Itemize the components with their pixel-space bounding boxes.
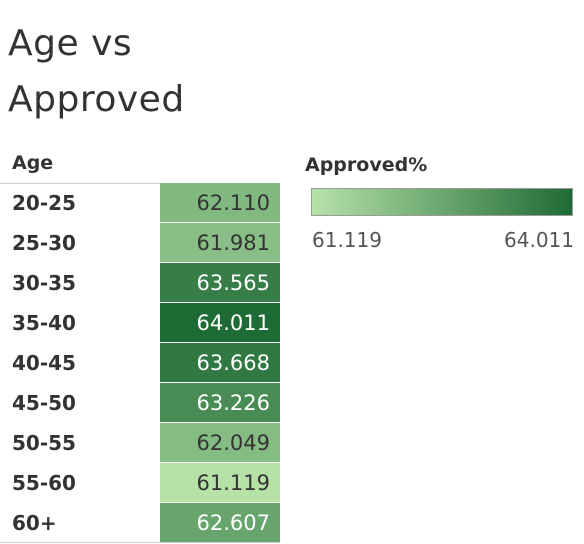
header-divider xyxy=(0,183,280,184)
age-column-header: Age xyxy=(12,152,54,174)
legend-min-label: 61.119 xyxy=(312,228,382,252)
chart-title-line-1: Age vs xyxy=(8,23,133,64)
heatmap-cell: 61.981 xyxy=(160,223,280,263)
age-bucket-label: 55-60 xyxy=(12,471,76,495)
age-bucket-label: 40-45 xyxy=(12,351,76,375)
heatmap-cell: 61.119 xyxy=(160,463,280,503)
heatmap-cell: 62.110 xyxy=(160,183,280,223)
table-row: 35-40 64.011 xyxy=(0,303,280,343)
legend-title: Approved% xyxy=(305,154,428,176)
table-row: 40-45 63.668 xyxy=(0,343,280,383)
table-row: 25-30 61.981 xyxy=(0,223,280,263)
heatmap-cell: 63.565 xyxy=(160,263,280,303)
age-bucket-label: 45-50 xyxy=(12,391,76,415)
age-bucket-label: 25-30 xyxy=(12,231,76,255)
table-row: 55-60 61.119 xyxy=(0,463,280,503)
table-row: 20-25 62.110 xyxy=(0,183,280,223)
heatmap-cell: 63.668 xyxy=(160,343,280,383)
age-bucket-label: 50-55 xyxy=(12,431,76,455)
heatmap-table: 20-25 62.110 25-30 61.981 30-35 63.565 35-40 64… xyxy=(0,183,280,543)
age-bucket-label: 35-40 xyxy=(12,311,76,335)
heatmap-cell: 64.011 xyxy=(160,303,280,343)
age-bucket-label: 30-35 xyxy=(12,271,76,295)
heatmap-cell: 63.226 xyxy=(160,383,280,423)
legend-color-ramp xyxy=(311,188,573,216)
table-row: 60+ 62.607 xyxy=(0,503,280,543)
chart-title: Age vs Approved xyxy=(8,16,268,128)
bottom-divider xyxy=(0,542,280,543)
table-row: 50-55 62.049 xyxy=(0,423,280,463)
age-bucket-label: 60+ xyxy=(12,511,57,535)
table-row: 45-50 63.226 xyxy=(0,383,280,423)
age-bucket-label: 20-25 xyxy=(12,191,76,215)
heatmap-cell: 62.607 xyxy=(160,503,280,543)
chart-title-line-2: Approved xyxy=(8,79,185,120)
legend-max-label: 64.011 xyxy=(504,228,574,252)
heatmap-cell: 62.049 xyxy=(160,423,280,463)
table-row: 30-35 63.565 xyxy=(0,263,280,303)
